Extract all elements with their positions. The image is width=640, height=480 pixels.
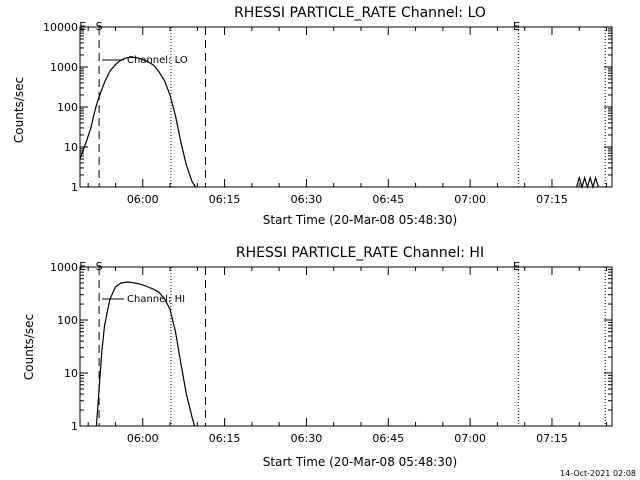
x-tick-label: 06:15 [209,193,241,206]
x-tick-label: 06:45 [372,432,404,445]
series-line [95,281,196,427]
event-marker-label: E [513,260,520,273]
y-tick-label: 100 [57,101,78,114]
channel-annotation: Channel: HI [127,294,185,305]
x-tick-label: 06:00 [127,432,159,445]
channel-annotation: Channel: LO [127,55,188,66]
x-axis-label: Start Time (20-Mar-08 05:48:30) [263,213,457,227]
y-tick-label: 10000 [43,21,78,34]
x-tick-label: 07:00 [454,193,486,206]
event-marker-label: S [96,260,103,273]
series-line [79,56,197,188]
x-tick-label: 06:45 [372,193,404,206]
event-marker-label: E [79,260,86,273]
plot-frame [79,266,613,427]
y-tick-label: 10 [64,367,78,380]
y-tick-label: 10 [64,141,78,154]
y-tick-label: 1000 [50,61,78,74]
y-axis-label: Counts/sec [22,314,36,380]
x-tick-label: 06:30 [291,193,323,206]
chart-title: RHESSI PARTICLE_RATE Channel: HI [236,245,484,261]
panel-hi: RHESSI PARTICLE_RATE Channel: HI Start T… [22,245,613,469]
panel-lo: RHESSI PARTICLE_RATE Channel: LO Start T… [12,5,613,227]
x-tick-label: 06:00 [127,193,159,206]
event-marker-label: E [79,20,86,33]
series-line [575,175,599,190]
chart-title: RHESSI PARTICLE_RATE Channel: LO [234,5,486,21]
y-tick-label: 100 [57,314,78,327]
x-tick-label: 06:15 [209,432,241,445]
plot-frame [79,26,613,188]
x-tick-label: 07:15 [536,432,568,445]
x-tick-label: 06:30 [291,432,323,445]
event-marker-label: E [513,20,520,33]
x-tick-label: 07:15 [536,193,568,206]
y-axis-label: Counts/sec [12,77,26,143]
y-tick-label: 1 [71,181,78,194]
event-marker-label: S [96,20,103,33]
x-axis-label: Start Time (20-Mar-08 05:48:30) [263,455,457,469]
generation-timestamp: 14-Oct-2021 02:08 [560,469,636,478]
x-tick-label: 07:00 [454,432,486,445]
y-tick-label: 1000 [50,261,78,274]
y-tick-label: 1 [71,420,78,433]
